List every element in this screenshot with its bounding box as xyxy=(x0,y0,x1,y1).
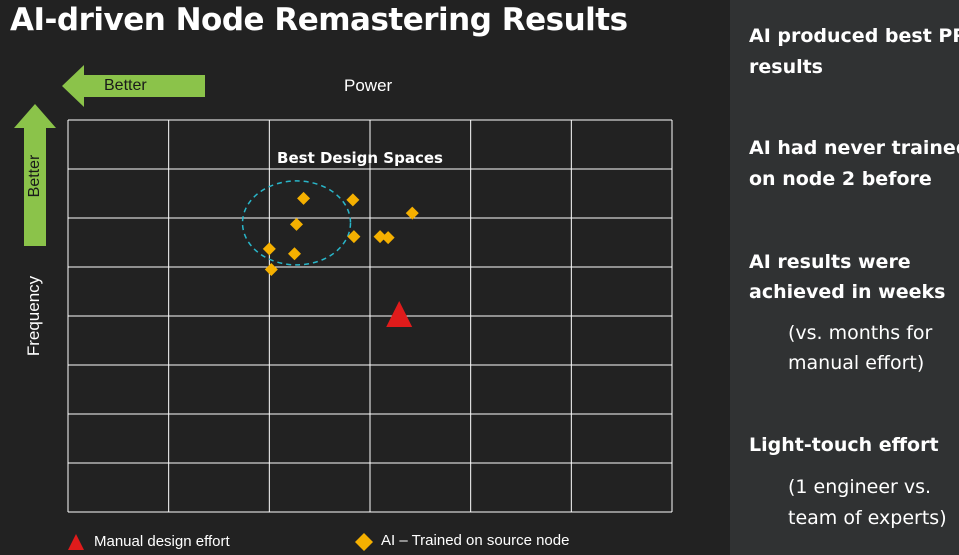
point-3-line-1: AI results were xyxy=(749,251,911,273)
point-2-line-1: AI had never trained xyxy=(749,137,959,159)
ai-point-diamond xyxy=(405,206,419,220)
legend-ai-label: AI – Trained on source node xyxy=(381,532,570,549)
chart-marks xyxy=(241,180,419,328)
legend-diamond-icon xyxy=(355,533,373,551)
ai-point-diamond xyxy=(347,230,361,244)
manual-point-triangle xyxy=(386,301,413,328)
point-4-sub-2: team of experts) xyxy=(788,507,947,529)
point-3-line-2: achieved in weeks xyxy=(749,281,946,303)
left-arrow-icon xyxy=(62,65,205,107)
best-design-space-ellipse xyxy=(241,180,352,266)
scatter-chart: Best Design Spaces xyxy=(67,119,673,513)
ai-point-diamond xyxy=(373,230,387,244)
ai-point-diamond xyxy=(381,231,395,245)
ai-point-diamond xyxy=(346,193,360,207)
point-1-line-2: results xyxy=(749,56,823,78)
ai-point-diamond xyxy=(264,262,278,276)
point-3-sub-2: manual effort) xyxy=(788,352,925,374)
best-design-spaces-annotation: Best Design Spaces xyxy=(277,149,443,167)
up-arrow-icon xyxy=(14,104,56,246)
slide-title: AI-driven Node Remastering Results xyxy=(10,2,628,38)
legend-manual-label: Manual design effort xyxy=(94,533,230,550)
side-panel: AI produced best PPA results AI had neve… xyxy=(730,0,959,555)
point-3-sub-1: (vs. months for xyxy=(788,322,933,344)
x-axis-label: Power xyxy=(344,76,393,95)
point-1-line-1: AI produced best PPA xyxy=(749,25,959,47)
point-4-sub-1: (1 engineer vs. xyxy=(788,476,932,498)
point-4-line-1: Light-touch effort xyxy=(749,434,939,456)
ai-point-diamond xyxy=(290,217,304,231)
legend-triangle-icon xyxy=(68,534,84,550)
chart-grid xyxy=(67,119,673,513)
ai-point-diamond xyxy=(262,242,276,256)
better-horizontal-label: Better xyxy=(104,77,147,94)
ai-point-diamond xyxy=(288,247,301,261)
point-2-line-2: on node 2 before xyxy=(749,168,932,190)
ai-point-diamond xyxy=(297,191,311,205)
